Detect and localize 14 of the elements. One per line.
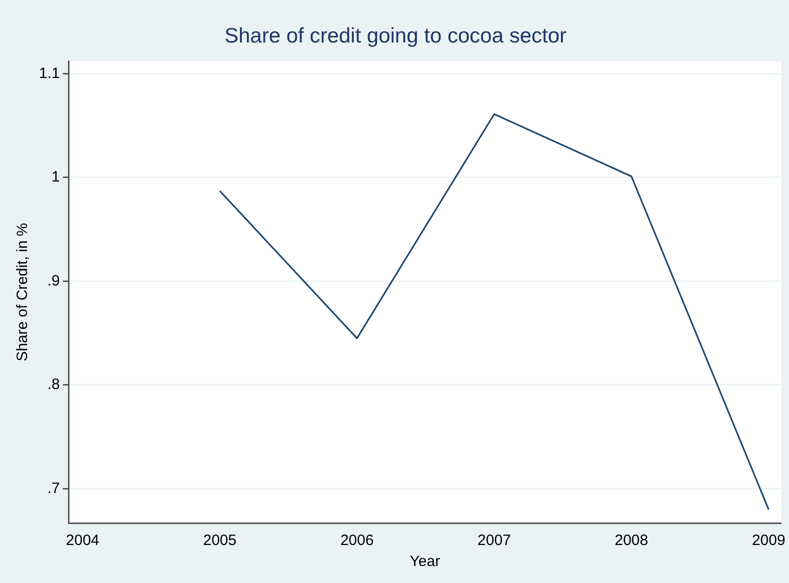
y-tick-label: .9: [47, 272, 60, 290]
y-tick-label: .7: [47, 480, 60, 497]
y-axis-title: Share of Credit, in %: [14, 222, 32, 362]
chart-title: Share of credit going to cocoa sector: [224, 24, 567, 48]
x-axis-title: Year: [410, 553, 440, 570]
x-tick-label: 2007: [478, 532, 511, 550]
y-tick-label: 1.1: [38, 64, 60, 82]
x-tick-label: 2008: [614, 532, 648, 550]
y-tick-label: .8: [47, 376, 60, 394]
x-tick-label: 2009: [752, 532, 786, 550]
y-tick-label: 1: [52, 168, 60, 186]
x-tick-label: 2004: [66, 532, 100, 550]
x-tick-label: 2005: [203, 532, 236, 550]
x-tick-label: 2006: [340, 532, 374, 550]
